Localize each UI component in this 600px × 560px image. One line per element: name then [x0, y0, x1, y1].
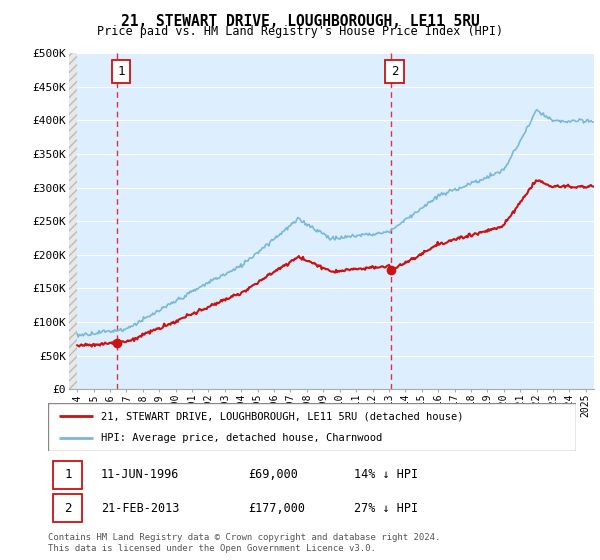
Text: 14% ↓ HPI: 14% ↓ HPI	[354, 468, 418, 481]
FancyBboxPatch shape	[385, 60, 404, 83]
Text: 1: 1	[117, 65, 125, 78]
FancyBboxPatch shape	[53, 460, 82, 488]
Text: £69,000: £69,000	[248, 468, 299, 481]
Text: 21, STEWART DRIVE, LOUGHBOROUGH, LE11 5RU (detached house): 21, STEWART DRIVE, LOUGHBOROUGH, LE11 5R…	[101, 411, 463, 421]
Text: 1: 1	[64, 468, 71, 481]
Text: 21-FEB-2013: 21-FEB-2013	[101, 502, 179, 515]
FancyBboxPatch shape	[48, 403, 576, 451]
Text: 2: 2	[64, 502, 71, 515]
Text: 27% ↓ HPI: 27% ↓ HPI	[354, 502, 418, 515]
Bar	[69, 53, 77, 389]
Text: Contains HM Land Registry data © Crown copyright and database right 2024.
This d: Contains HM Land Registry data © Crown c…	[48, 533, 440, 553]
Text: 11-JUN-1996: 11-JUN-1996	[101, 468, 179, 481]
Text: 21, STEWART DRIVE, LOUGHBOROUGH, LE11 5RU: 21, STEWART DRIVE, LOUGHBOROUGH, LE11 5R…	[121, 14, 479, 29]
Text: £177,000: £177,000	[248, 502, 305, 515]
Text: Price paid vs. HM Land Registry's House Price Index (HPI): Price paid vs. HM Land Registry's House …	[97, 25, 503, 38]
FancyBboxPatch shape	[53, 494, 82, 522]
Text: HPI: Average price, detached house, Charnwood: HPI: Average price, detached house, Char…	[101, 433, 382, 443]
Text: 2: 2	[391, 65, 398, 78]
FancyBboxPatch shape	[112, 60, 130, 83]
